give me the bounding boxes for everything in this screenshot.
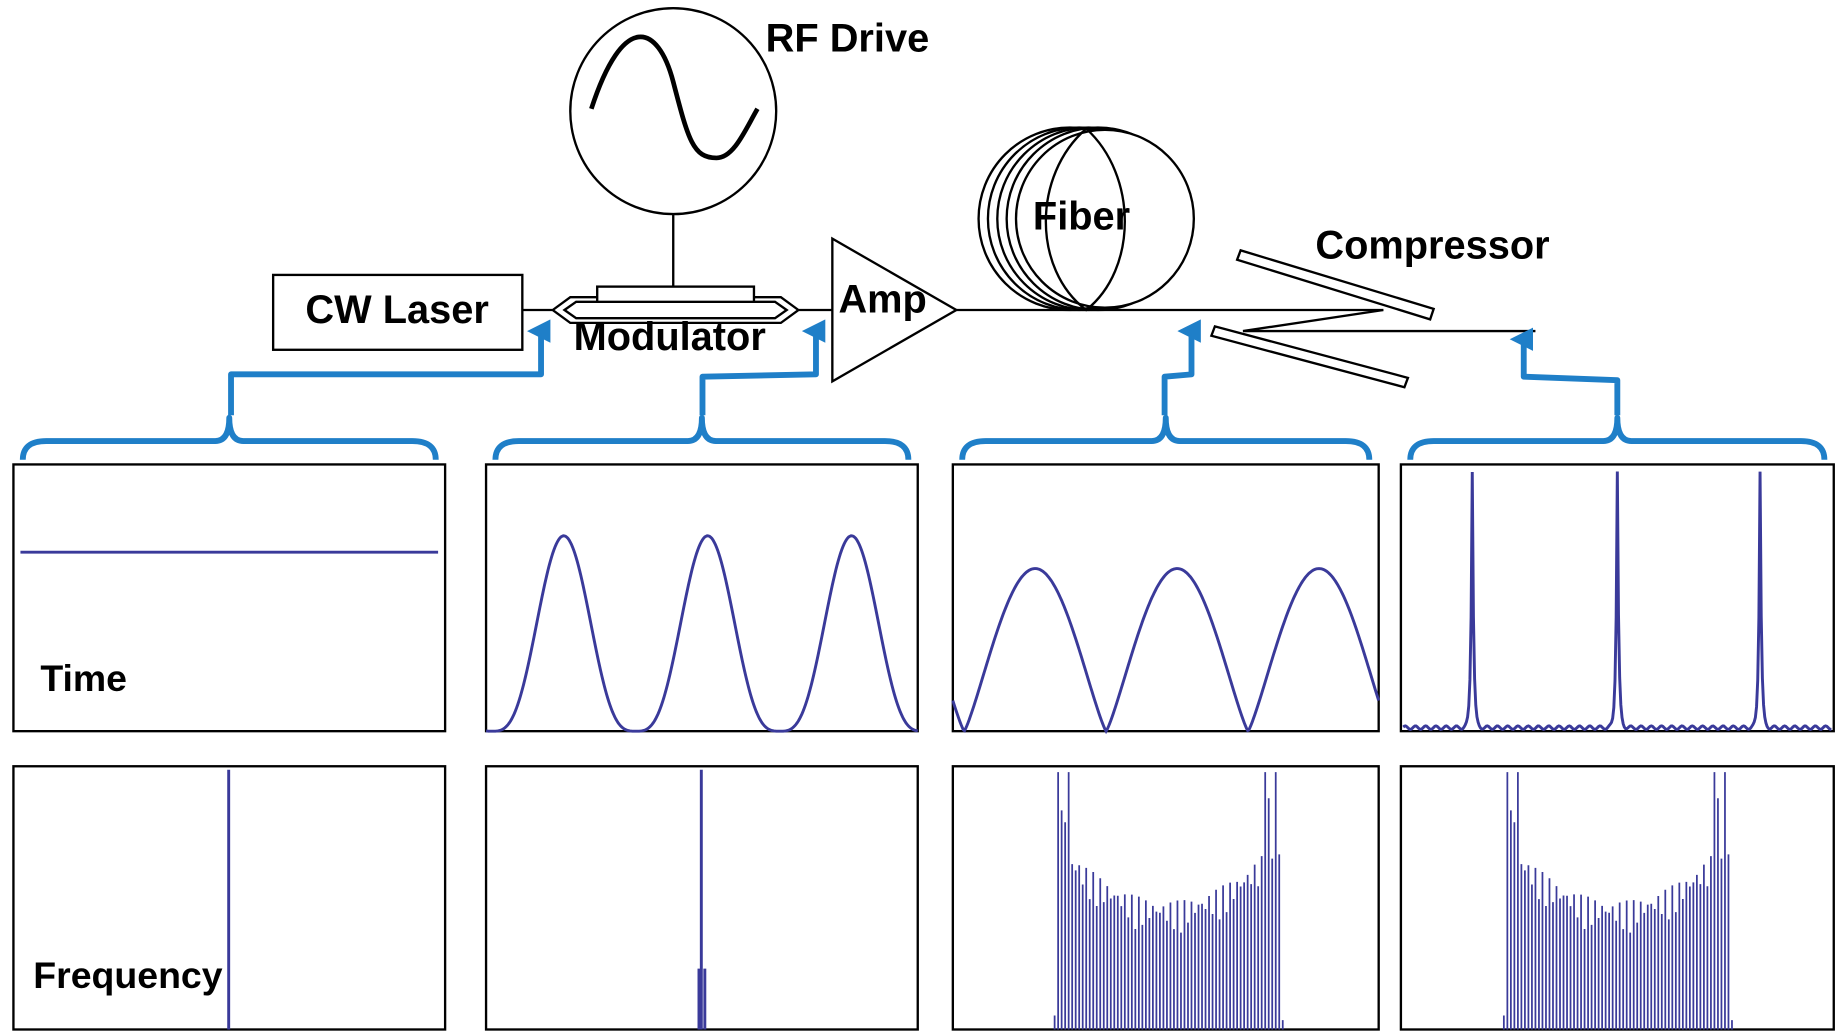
grating-top <box>1235 248 1436 321</box>
time-trace <box>951 567 1381 735</box>
amp-label: Amp <box>838 277 926 321</box>
amp-triangle <box>831 236 959 384</box>
brace <box>959 414 1373 460</box>
electrode <box>596 285 756 303</box>
brace <box>1407 414 1828 460</box>
freq-panel <box>951 765 1380 1031</box>
waveguide-inner <box>562 300 789 320</box>
time-panel <box>951 463 1380 733</box>
panels <box>12 414 1835 1031</box>
row-label: Frequency <box>33 954 222 996</box>
brace <box>19 414 439 460</box>
probe-arrow <box>1509 327 1621 416</box>
sine-icon <box>589 34 760 161</box>
brace <box>492 414 912 460</box>
grating-bottom <box>1209 324 1410 389</box>
probe-arrow <box>228 319 551 416</box>
compressor-label: Compressor <box>1315 224 1549 268</box>
fiber-coil <box>977 126 1196 312</box>
laser-box <box>271 273 524 351</box>
freq-trace <box>1053 772 1284 1030</box>
row-label: Time <box>40 657 127 699</box>
probe-arrow <box>699 319 826 416</box>
freq-trace <box>697 769 707 1030</box>
compressor-beam <box>1242 308 1536 333</box>
freq-panel <box>1399 765 1835 1031</box>
rf-source <box>569 7 778 216</box>
time-panel <box>484 463 919 733</box>
probe-arrow <box>1161 319 1201 416</box>
time-panel <box>1399 463 1835 733</box>
fiber-label: Fiber <box>1033 194 1130 238</box>
modulator-label: Modulator <box>574 315 766 359</box>
time-panel <box>12 463 447 733</box>
rf-label: RF Drive <box>766 16 930 60</box>
time-trace <box>485 534 919 733</box>
time-trace <box>1402 471 1832 731</box>
freq-trace <box>1502 772 1733 1030</box>
laser-label: CW Laser <box>305 288 488 332</box>
